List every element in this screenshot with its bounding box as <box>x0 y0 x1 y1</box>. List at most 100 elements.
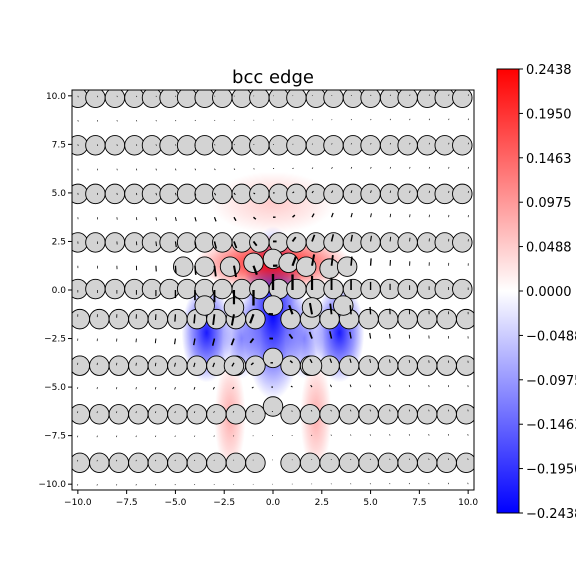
atom-marker <box>452 90 473 108</box>
atom-marker <box>299 404 321 425</box>
displacement-arrow <box>369 483 371 485</box>
displacement-arrow <box>350 434 352 436</box>
colorbar-tick-label: 0.2438 <box>526 63 572 78</box>
displacement-arrow <box>330 483 332 485</box>
atom-marker <box>108 355 130 376</box>
atom-marker <box>305 232 327 253</box>
y-tick-label: 10.0 <box>46 92 66 102</box>
displacement-arrow <box>350 256 353 266</box>
displacement-arrow <box>194 95 196 97</box>
displacement-arrow <box>389 359 391 363</box>
atom-marker <box>186 355 208 376</box>
displacement-arrow <box>174 435 176 438</box>
displacement-arrow <box>311 143 313 145</box>
displacement-arrow <box>232 386 235 390</box>
atom-marker <box>128 308 149 330</box>
atom-marker <box>194 295 215 316</box>
y-tick-label: −7.5 <box>44 432 66 442</box>
displacement-arrow <box>310 384 313 388</box>
displacement-arrow <box>369 458 371 461</box>
atom-marker <box>141 232 163 253</box>
displacement-arrow <box>291 256 297 267</box>
atom-marker <box>85 183 106 205</box>
atom-marker <box>225 404 247 425</box>
atom-marker <box>104 90 126 108</box>
displacement-arrow <box>389 236 392 242</box>
displacement-arrow <box>193 386 196 390</box>
atom-marker <box>141 135 163 156</box>
atom-marker <box>124 90 145 108</box>
displacement-arrow <box>194 265 197 275</box>
atom-marker <box>219 256 241 277</box>
displacement-arrow <box>329 358 333 364</box>
atom-marker <box>206 404 227 425</box>
displacement-arrow <box>350 483 352 485</box>
displacement-arrow <box>193 411 196 414</box>
x-axis-ticks: −10.0 −7.5 −5.0 −2.5 0.0 2.5 5.0 7.5 10.0 <box>64 490 478 508</box>
displacement-arrow <box>369 358 372 363</box>
displacement-arrow <box>291 236 297 243</box>
displacement-arrow <box>331 119 333 121</box>
atom-marker <box>176 232 198 253</box>
x-tick-label: −2.5 <box>213 498 235 508</box>
atom-marker <box>379 232 401 253</box>
atom-marker <box>305 135 327 156</box>
displacement-arrow <box>174 265 177 274</box>
displacement-arrow <box>253 192 256 195</box>
displacement-arrow <box>330 459 332 461</box>
displacement-arrow <box>349 305 352 315</box>
displacement-arrow <box>370 235 372 242</box>
atom-marker <box>108 404 130 425</box>
atom-marker <box>358 452 379 474</box>
displacement-arrow <box>369 434 371 436</box>
displacement-arrow <box>193 314 196 324</box>
displacement-arrow <box>213 459 215 461</box>
colorbar-tick-label: 0.1950 <box>526 107 572 122</box>
displacement-arrow <box>213 435 215 437</box>
atom-marker <box>436 404 457 425</box>
displacement-arrow <box>175 168 177 171</box>
atom-marker <box>305 278 327 300</box>
atom-marker <box>206 452 227 474</box>
atom-marker <box>212 278 233 300</box>
atom-marker <box>262 396 284 417</box>
atom-marker <box>167 308 188 330</box>
atom-marker <box>280 452 301 474</box>
displacement-arrow <box>389 213 392 218</box>
displacement-arrow <box>290 385 293 388</box>
displacement-arrow <box>253 168 255 170</box>
colorbar-ticks: 0.2438 0.1950 0.1463 0.0975 0.0488 0.0000 −0.0… <box>519 63 576 522</box>
atom-marker <box>89 355 110 376</box>
atom-marker <box>72 355 91 376</box>
displacement-arrow <box>288 333 294 340</box>
displacement-arrow <box>330 212 334 218</box>
atom-marker <box>452 278 473 300</box>
atom-marker <box>278 252 299 274</box>
atom-marker <box>377 355 399 376</box>
atom-marker <box>305 90 327 108</box>
displacement-arrow <box>213 483 215 485</box>
atom-marker <box>104 232 126 253</box>
displacement-arrow <box>350 458 352 461</box>
atom-marker <box>338 355 360 376</box>
atom-marker <box>167 404 188 425</box>
displacement-arrow <box>193 338 196 346</box>
displacement-arrow <box>155 484 157 486</box>
displacement-arrow <box>370 190 372 194</box>
atom-marker <box>360 135 381 156</box>
atom-marker <box>262 295 284 316</box>
atom-marker <box>342 90 364 108</box>
displacement-arrow <box>175 95 177 97</box>
atom-marker <box>268 90 290 108</box>
atom-marker <box>416 232 438 253</box>
atom-marker <box>416 404 438 425</box>
displacement-arrow <box>155 411 157 414</box>
atom-marker <box>455 404 474 425</box>
atom-marker <box>194 135 215 156</box>
atom-marker <box>301 297 323 318</box>
displacement-arrow <box>212 362 216 368</box>
displacement-arrow <box>154 362 157 367</box>
y-tick-label: 0.0 <box>52 286 67 296</box>
displacement-arrow <box>350 94 352 97</box>
